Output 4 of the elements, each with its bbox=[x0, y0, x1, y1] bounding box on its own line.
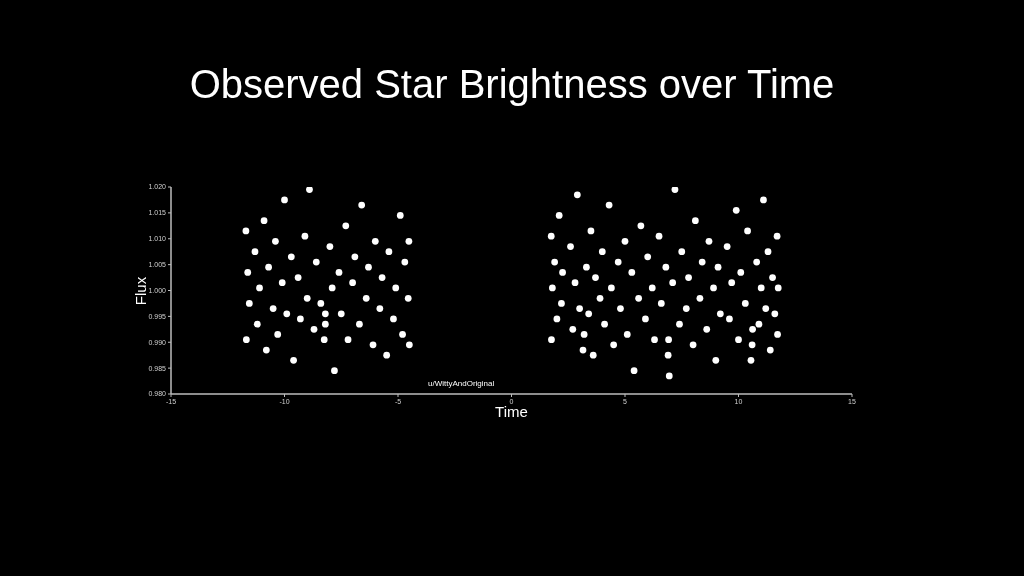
annotation: u/WittyAndOriginal bbox=[428, 379, 495, 389]
y-axis-title: Flux bbox=[132, 276, 149, 305]
chart-title: Observed Star Brightness over Time bbox=[188, 61, 836, 108]
x-axis-title: Time bbox=[494, 403, 529, 421]
